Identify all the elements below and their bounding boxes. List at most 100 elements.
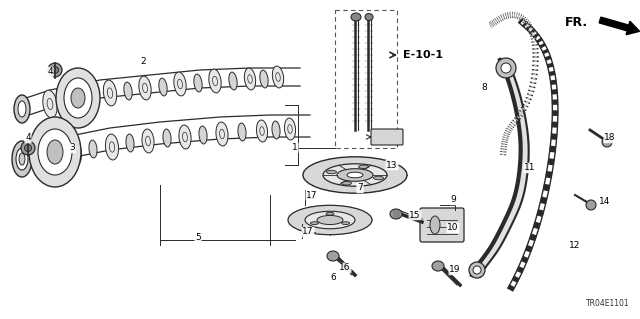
Ellipse shape — [326, 170, 337, 174]
Ellipse shape — [159, 78, 167, 96]
Ellipse shape — [64, 78, 92, 118]
Ellipse shape — [174, 72, 186, 96]
Ellipse shape — [68, 86, 82, 112]
Ellipse shape — [229, 72, 237, 90]
Text: 14: 14 — [599, 197, 611, 206]
Ellipse shape — [238, 123, 246, 141]
FancyBboxPatch shape — [371, 129, 403, 145]
Ellipse shape — [89, 140, 97, 158]
Ellipse shape — [43, 90, 57, 118]
Ellipse shape — [18, 101, 26, 117]
Ellipse shape — [12, 141, 32, 177]
Text: 15: 15 — [409, 211, 420, 219]
Ellipse shape — [103, 80, 116, 106]
Ellipse shape — [142, 129, 154, 153]
Ellipse shape — [602, 137, 612, 147]
Bar — [335, 10, 397, 148]
Ellipse shape — [14, 95, 30, 123]
Text: 17: 17 — [302, 227, 314, 236]
Ellipse shape — [124, 82, 132, 100]
Ellipse shape — [56, 145, 64, 163]
Ellipse shape — [305, 211, 355, 229]
Ellipse shape — [432, 261, 444, 271]
Ellipse shape — [288, 205, 372, 235]
FancyArrow shape — [599, 17, 639, 35]
Ellipse shape — [29, 117, 81, 187]
Ellipse shape — [71, 88, 85, 108]
Text: 2: 2 — [140, 57, 146, 66]
Ellipse shape — [179, 125, 191, 149]
Ellipse shape — [260, 70, 268, 88]
Text: 7: 7 — [357, 183, 363, 192]
Text: 3: 3 — [69, 144, 75, 152]
Ellipse shape — [194, 74, 202, 92]
Ellipse shape — [358, 165, 369, 168]
Ellipse shape — [323, 164, 387, 186]
Ellipse shape — [257, 120, 268, 142]
Ellipse shape — [496, 58, 516, 78]
Ellipse shape — [374, 176, 383, 180]
Text: 4: 4 — [47, 68, 53, 77]
Text: 8: 8 — [481, 84, 487, 93]
Ellipse shape — [473, 266, 481, 274]
Ellipse shape — [21, 141, 35, 155]
Ellipse shape — [24, 145, 31, 152]
Ellipse shape — [351, 13, 361, 21]
Text: TR04E1101: TR04E1101 — [586, 299, 630, 308]
Ellipse shape — [209, 69, 221, 93]
Ellipse shape — [244, 68, 255, 90]
Text: 9: 9 — [450, 196, 456, 204]
Ellipse shape — [469, 262, 485, 278]
Text: FR.: FR. — [565, 16, 588, 28]
Text: 16: 16 — [339, 263, 351, 272]
FancyArrowPatch shape — [366, 135, 371, 139]
Ellipse shape — [337, 169, 373, 181]
Text: 11: 11 — [524, 164, 536, 173]
Text: 5: 5 — [195, 234, 201, 242]
Ellipse shape — [48, 63, 62, 77]
Ellipse shape — [216, 122, 228, 146]
Ellipse shape — [19, 153, 25, 165]
Ellipse shape — [326, 212, 334, 215]
Ellipse shape — [342, 222, 349, 225]
Ellipse shape — [51, 66, 58, 73]
Ellipse shape — [199, 126, 207, 144]
Ellipse shape — [501, 63, 511, 73]
Ellipse shape — [56, 68, 100, 128]
Ellipse shape — [163, 129, 171, 147]
Ellipse shape — [106, 134, 118, 160]
Text: 10: 10 — [447, 224, 459, 233]
Ellipse shape — [16, 148, 28, 170]
Text: 17: 17 — [307, 190, 317, 199]
Text: 4: 4 — [25, 133, 31, 143]
Text: 6: 6 — [330, 273, 336, 283]
Ellipse shape — [342, 182, 351, 185]
FancyBboxPatch shape — [420, 208, 464, 242]
Ellipse shape — [47, 140, 63, 164]
Ellipse shape — [273, 66, 284, 88]
Text: 13: 13 — [387, 160, 397, 169]
Text: 18: 18 — [604, 133, 616, 143]
Text: 19: 19 — [449, 265, 461, 275]
Ellipse shape — [126, 134, 134, 152]
Ellipse shape — [586, 200, 596, 210]
Ellipse shape — [365, 13, 373, 20]
Ellipse shape — [310, 222, 319, 225]
Ellipse shape — [89, 88, 97, 106]
Ellipse shape — [59, 92, 67, 110]
Ellipse shape — [68, 140, 81, 166]
Text: 12: 12 — [570, 241, 580, 249]
Ellipse shape — [430, 216, 440, 234]
Ellipse shape — [38, 129, 72, 175]
Ellipse shape — [272, 121, 280, 139]
Text: 1: 1 — [292, 144, 298, 152]
Ellipse shape — [139, 76, 151, 100]
Ellipse shape — [38, 144, 52, 172]
Ellipse shape — [303, 157, 407, 193]
Ellipse shape — [347, 172, 363, 178]
Ellipse shape — [327, 251, 339, 261]
Ellipse shape — [317, 215, 343, 225]
Ellipse shape — [390, 209, 402, 219]
Text: E-10-1: E-10-1 — [403, 50, 443, 60]
Ellipse shape — [284, 118, 296, 140]
